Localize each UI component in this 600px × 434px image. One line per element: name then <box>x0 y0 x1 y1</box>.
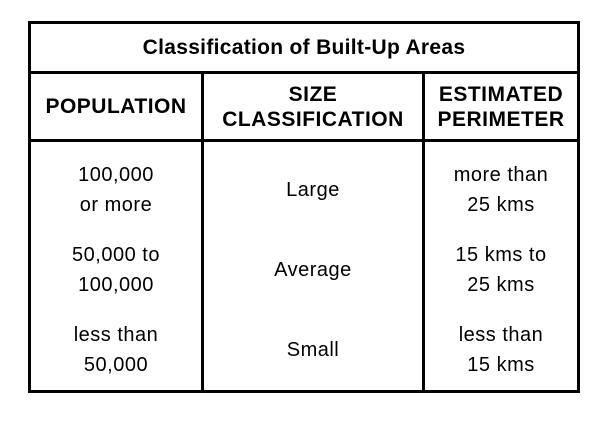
table-cell-size: Average <box>204 239 422 301</box>
header-population: POPULATION <box>31 74 201 142</box>
cell-text: more than <box>453 164 549 186</box>
table-cell-population: 100,000 or more <box>31 159 201 221</box>
cell-text: Average <box>274 259 352 281</box>
header-population-label: POPULATION <box>45 95 187 118</box>
cell-text: or more <box>79 194 153 216</box>
column-divider <box>201 74 204 390</box>
header-perimeter-line2: PERIMETER <box>437 107 565 131</box>
header-perimeter-line1: ESTIMATED <box>438 82 564 106</box>
table-cell-perimeter: less than 15 kms <box>425 319 577 381</box>
cell-text: less than <box>458 324 544 346</box>
cell-text: 15 kms <box>467 354 535 376</box>
table-cell-size: Large <box>204 159 422 221</box>
cell-text: Small <box>286 339 340 361</box>
table-cell-perimeter: 15 kms to 25 kms <box>425 239 577 301</box>
cell-text: 25 kms <box>467 274 535 296</box>
cell-text: Large <box>286 179 340 201</box>
cell-text: 50,000 <box>83 354 149 376</box>
table-cell-population: less than 50,000 <box>31 319 201 381</box>
table-cell-size: Small <box>204 319 422 381</box>
header-estimated-perimeter: ESTIMATED PERIMETER <box>425 74 577 142</box>
table-title: Classification of Built-Up Areas <box>31 24 577 74</box>
table-cell-perimeter: more than 25 kms <box>425 159 577 221</box>
cell-text: 100,000 <box>78 164 154 186</box>
cell-text: 50,000 to <box>72 244 160 266</box>
classification-table: Classification of Built-Up Areas POPULAT… <box>28 21 580 393</box>
cell-text: 100,000 <box>78 274 154 296</box>
cell-text: less than <box>73 324 159 346</box>
column-divider <box>422 74 425 390</box>
cell-text: 25 kms <box>467 194 535 216</box>
cell-text: 15 kms to <box>455 244 547 266</box>
header-size-line1: SIZE <box>288 82 338 106</box>
header-size-line2: CLASSIFICATION <box>222 107 404 131</box>
header-size-classification: SIZE CLASSIFICATION <box>204 74 422 142</box>
table-cell-population: 50,000 to 100,000 <box>31 239 201 301</box>
